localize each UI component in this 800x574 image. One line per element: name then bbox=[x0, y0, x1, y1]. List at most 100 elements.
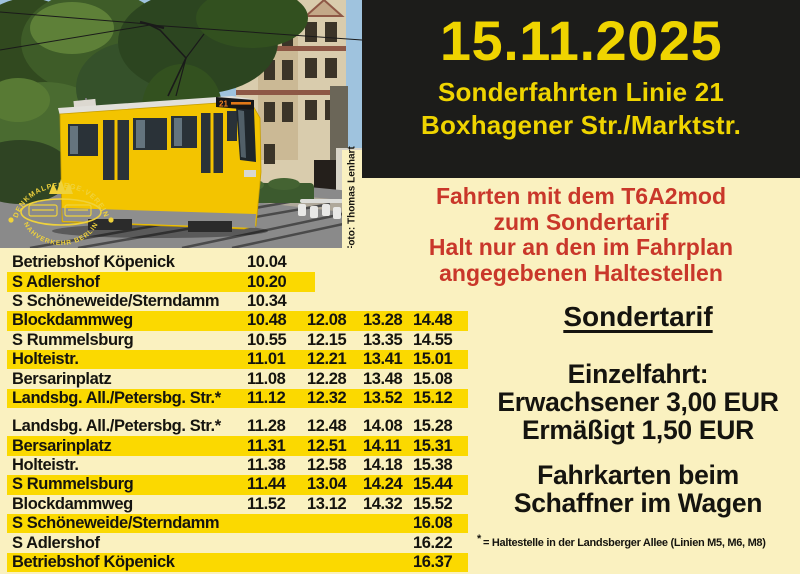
time-cell: 14.55 bbox=[413, 330, 453, 349]
time-cell: 13.28 bbox=[363, 311, 403, 330]
overhead-wires bbox=[0, 11, 362, 51]
stop-name: Landsbg. All./Petersbg. Str.* bbox=[12, 417, 221, 436]
notice-line: angegebenen Haltestellen bbox=[439, 259, 723, 286]
stop-name: Bersarinplatz bbox=[12, 436, 112, 455]
time-cell: 13.41 bbox=[363, 350, 403, 369]
time-cell: 15.38 bbox=[413, 455, 453, 474]
time-cell: 13.52 bbox=[363, 388, 403, 407]
table-row: S Schöneweide/Sterndamm 10.34 bbox=[7, 292, 468, 311]
time-cell: 12.08 bbox=[307, 311, 347, 330]
time-cell: 15.12 bbox=[413, 388, 453, 407]
tariff-line: Ermäßigt 1,50 EUR bbox=[521, 415, 754, 445]
timetable-block-return: Landsbg. All./Petersbg. Str.* 11.28 12.48 1… bbox=[0, 417, 470, 573]
notice-line: Fahrten mit dem T6A2mod bbox=[435, 183, 727, 209]
stop-name: S Schöneweide/Sterndamm bbox=[12, 514, 220, 533]
time-cell: 16.08 bbox=[413, 514, 453, 533]
table-row: S Adlershof 10.20 bbox=[7, 272, 468, 292]
time-cell: 15.28 bbox=[413, 417, 453, 436]
stop-name: S Adlershof bbox=[12, 533, 100, 552]
time-cell: 14.32 bbox=[363, 494, 403, 513]
stop-name: S Rummelsburg bbox=[12, 330, 134, 349]
time-cell: 11.12 bbox=[247, 388, 286, 407]
time-cell: 16.37 bbox=[413, 552, 453, 571]
tickets-section: Fahrkarten beim Schaffner im Wagen bbox=[470, 461, 800, 517]
time-cell: 14.08 bbox=[363, 417, 403, 436]
event-route: Boxhagener Str./Marktstr. bbox=[421, 110, 741, 140]
photo-credit: Foto: Thomas Lenhart bbox=[342, 146, 362, 248]
table-row: Blockdammweg 11.52 13.12 14.32 15.52 bbox=[7, 495, 468, 514]
table-row: S Rummelsburg 11.44 13.04 14.24 15.44 bbox=[7, 475, 468, 495]
time-cell: 15.52 bbox=[413, 494, 453, 513]
tram-photo: 21 bbox=[0, 0, 362, 248]
footnote-star: * bbox=[477, 533, 481, 545]
notice-line: zum Sondertarif bbox=[493, 208, 669, 235]
time-cell: 15.44 bbox=[413, 475, 453, 494]
stop-name: Betriebshof Köpenick bbox=[12, 253, 175, 272]
time-cell: 11.44 bbox=[247, 475, 286, 494]
time-cell: 10.20 bbox=[247, 272, 287, 291]
time-cell: 13.48 bbox=[363, 369, 403, 388]
time-cell: 11.28 bbox=[247, 417, 286, 436]
time-cell: 12.21 bbox=[307, 350, 347, 369]
time-cell: 12.51 bbox=[307, 436, 347, 455]
tariff-section: Sondertarif Einzelfahrt: Erwachsener 3,0… bbox=[470, 301, 800, 444]
time-cell: 12.32 bbox=[307, 388, 347, 407]
tram: 21 bbox=[0, 11, 362, 238]
stop-name: S Schöneweide/Sterndamm bbox=[12, 291, 220, 310]
tram-line-number: 21 bbox=[219, 100, 228, 109]
stop-name: Landsbg. All./Petersbg. Str.* bbox=[12, 388, 221, 407]
destination-sign: 21 bbox=[216, 97, 254, 110]
stop-name: Betriebshof Köpenick bbox=[12, 552, 175, 571]
table-row: Landsbg. All./Petersbg. Str.* 11.28 12.48 1… bbox=[7, 417, 468, 436]
stop-name: S Adlershof bbox=[12, 272, 100, 291]
time-cell: 13.35 bbox=[363, 330, 403, 349]
table-row: Blockdammweg 10.48 12.08 13.28 14.48 bbox=[7, 311, 468, 331]
tram-windscreen bbox=[236, 107, 256, 162]
time-cell: 10.48 bbox=[247, 311, 287, 330]
time-cell: 13.04 bbox=[307, 475, 347, 494]
event-date: 15.11.2025 bbox=[439, 9, 723, 72]
stop-name: Blockdammweg bbox=[12, 494, 133, 513]
photo-credit-text: Foto: Thomas Lenhart bbox=[346, 146, 358, 248]
tariff-line: Einzelfahrt: bbox=[567, 359, 709, 389]
table-row: Bersarinplatz 11.31 12.51 14.11 15.31 bbox=[7, 436, 468, 456]
tickets-line: Schaffner im Wagen bbox=[513, 488, 763, 518]
tariff-line: Erwachsener 3,00 EUR bbox=[497, 387, 779, 417]
stop-name: Holteistr. bbox=[12, 350, 79, 369]
time-cell: 12.28 bbox=[307, 369, 347, 388]
time-cell: 14.18 bbox=[363, 455, 403, 474]
footnote-text: = Haltestelle in der Landsberger Allee (… bbox=[482, 537, 766, 549]
notice: Fahrten mit dem T6A2mod zum Sondertarif … bbox=[362, 183, 800, 286]
time-cell: 12.58 bbox=[307, 455, 347, 474]
timetable-block-outbound: Betriebshof Köpenick 10.04 S Adlershof 10.2… bbox=[0, 253, 470, 409]
tickets-line: Fahrkarten beim bbox=[537, 460, 739, 490]
time-cell: 15.08 bbox=[413, 369, 453, 388]
time-cell: 14.48 bbox=[413, 311, 453, 330]
time-cell: 12.48 bbox=[307, 417, 347, 436]
time-cell: 10.04 bbox=[247, 253, 287, 272]
time-cell: 13.12 bbox=[307, 494, 347, 513]
time-cell: 15.01 bbox=[413, 350, 453, 369]
table-row: S Rummelsburg 10.55 12.15 13.35 14.55 bbox=[7, 331, 468, 350]
time-cell: 16.22 bbox=[413, 533, 453, 552]
time-cell: 14.11 bbox=[363, 436, 402, 455]
tram-photo-illustration: 21 bbox=[0, 0, 362, 248]
stop-name: Bersarinplatz bbox=[12, 369, 112, 388]
stop-name: Holteistr. bbox=[12, 455, 79, 474]
time-cell: 11.52 bbox=[247, 494, 286, 513]
time-cell: 10.34 bbox=[247, 291, 287, 310]
footnote: * = Haltestelle in der Landsberger Allee … bbox=[477, 533, 797, 549]
time-cell: 11.31 bbox=[247, 436, 286, 455]
time-cell: 10.55 bbox=[247, 330, 287, 349]
tariff-title: Sondertarif bbox=[563, 301, 713, 332]
time-cell: 15.31 bbox=[413, 436, 453, 455]
cafe-chairs bbox=[298, 199, 344, 219]
notice-line: Halt nur an den im Fahrplan bbox=[428, 234, 734, 260]
table-row: S Adlershof 16.22 bbox=[7, 533, 468, 552]
time-cell: 12.15 bbox=[307, 330, 347, 349]
time-cell: 11.38 bbox=[247, 455, 286, 474]
table-row: Betriebshof Köpenick 16.37 bbox=[7, 552, 468, 573]
time-cell: 11.08 bbox=[247, 369, 286, 388]
time-cell: 14.24 bbox=[363, 475, 403, 494]
header-box: 15.11.2025 Sonderfahrten Linie 21 Boxhag… bbox=[362, 0, 800, 178]
